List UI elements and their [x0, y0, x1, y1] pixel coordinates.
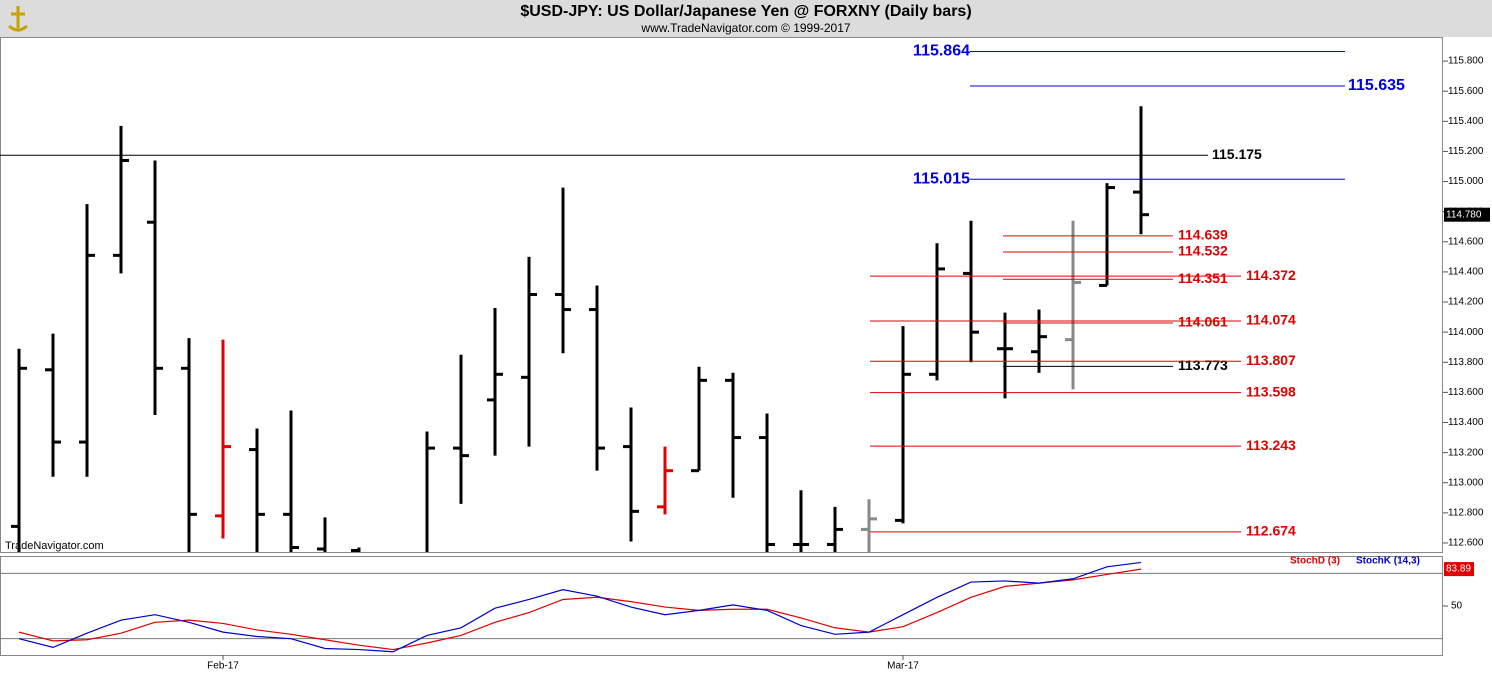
last-value-box — [1444, 562, 1474, 577]
y-tick-label: 50 — [1451, 601, 1463, 612]
legend-entry: StochD (3) — [1290, 556, 1340, 567]
level-label: 114.639 — [1178, 227, 1228, 243]
chart-title: $USD-JPY: US Dollar/Japanese Yen @ FORXN… — [520, 3, 971, 20]
level-label: 112.674 — [1246, 523, 1296, 539]
y-tick-label: 115.400 — [1448, 116, 1484, 127]
last-price-label: 114.780 — [1446, 209, 1482, 220]
stoch-line — [18, 568, 1142, 651]
chart-subtitle: www.TradeNavigator.com © 1999-2017 — [640, 21, 850, 35]
y-tick-label: 114.000 — [1448, 327, 1484, 338]
last-price-box — [1444, 207, 1490, 222]
logo — [8, 6, 28, 32]
level-label: 113.598 — [1246, 383, 1296, 399]
y-tick-label: 115.600 — [1448, 86, 1484, 97]
level-label: 113.773 — [1178, 357, 1228, 373]
x-tick-label: Feb-17 — [207, 661, 239, 672]
y-tick-label: 115.000 — [1448, 176, 1484, 187]
y-tick-label: 114.400 — [1448, 267, 1484, 278]
y-tick-label: 113.000 — [1448, 477, 1484, 488]
y-tick-label: 112.600 — [1448, 538, 1484, 549]
level-label: 115.864 — [913, 43, 970, 60]
stoch-line — [18, 561, 1142, 653]
y-tick-label: 112.800 — [1448, 507, 1484, 518]
y-tick-label: 113.800 — [1448, 357, 1484, 368]
y-tick-label: 114.200 — [1448, 297, 1484, 308]
last-value-label: 83.89 — [1446, 564, 1471, 575]
x-tick-label: Mar-17 — [887, 661, 919, 672]
level-label: 113.807 — [1246, 352, 1296, 368]
legend-entry: StochK (14,3) — [1356, 556, 1420, 567]
level-label: 115.635 — [1348, 77, 1405, 94]
y-tick-label: 113.200 — [1448, 447, 1484, 458]
stoch-frame — [0, 556, 1443, 656]
y-tick-label: 113.600 — [1448, 387, 1484, 398]
level-label: 114.074 — [1246, 312, 1296, 328]
price-frame — [0, 37, 1443, 553]
price-plot — [11, 106, 1149, 552]
level-label: 115.175 — [1212, 146, 1262, 162]
level-label: 114.061 — [1178, 314, 1228, 330]
level-label: 113.243 — [1246, 437, 1296, 453]
y-tick-label: 113.400 — [1448, 417, 1484, 428]
y-tick-label: 115.200 — [1448, 146, 1484, 157]
header-band — [0, 0, 1492, 37]
y-tick-label: 114.600 — [1448, 236, 1484, 247]
level-label: 114.532 — [1178, 243, 1228, 259]
level-label: 114.372 — [1246, 267, 1296, 283]
level-label: 114.351 — [1178, 270, 1228, 286]
level-label: 115.015 — [913, 171, 970, 188]
y-tick-label: 115.800 — [1448, 56, 1484, 67]
watermark: TradeNavigator.com — [5, 540, 104, 552]
